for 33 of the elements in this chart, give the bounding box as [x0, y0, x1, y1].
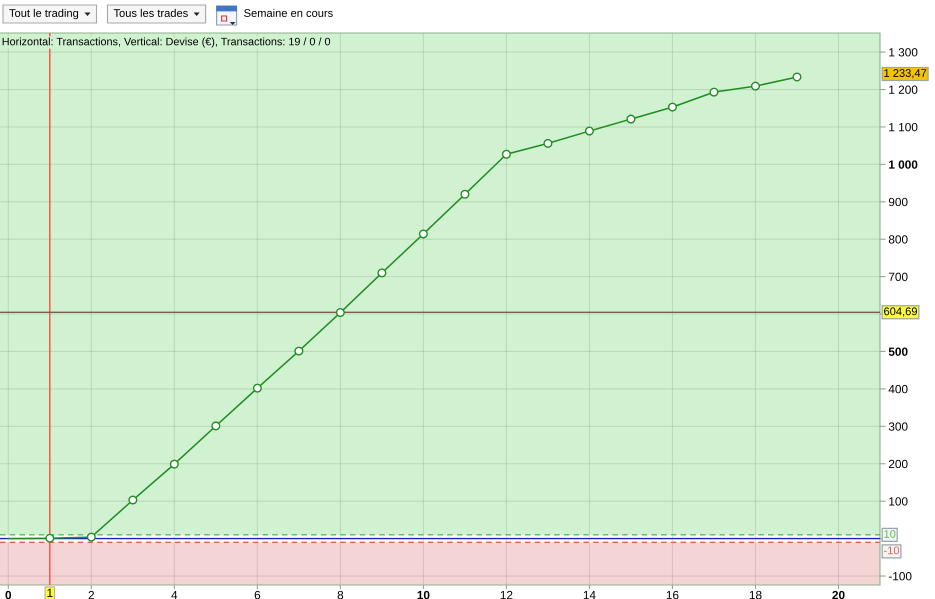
y-tick-label: 900 [888, 198, 908, 206]
y-tick-label: 800 [888, 235, 908, 244]
text: 1 233,47 [884, 69, 926, 78]
ref-line-label: 604,69 [884, 307, 917, 317]
x-tick-label: 0 [5, 590, 12, 599]
x-tick-label: 6 [254, 590, 260, 599]
x-tick-label: 18 [750, 590, 762, 599]
y-tick-label: 200 [888, 460, 908, 468]
x-tick-label: 8 [338, 590, 344, 599]
text: Tous les trades [114, 8, 188, 17]
y-tick-label: 1 300 [889, 48, 918, 56]
x-tick-label: 16 [666, 590, 678, 599]
y-tick-label: 300 [888, 422, 908, 431]
text: Semaine en cours [244, 8, 333, 17]
y-tick-label: 1 200 [889, 86, 918, 94]
chart-title: Horizontal: Transactions, Vertical: Devise (€), Transactions: 19 / 0 / 0 [2, 37, 330, 48]
y-tick-label: 1 100 [889, 122, 918, 132]
y-tick-label: 500 [888, 348, 908, 356]
x-tick-label: 12 [500, 590, 512, 599]
y-tick-label: 100 [889, 497, 908, 506]
x-tick-label: 14 [584, 590, 596, 599]
y-tick-label: 400 [888, 384, 908, 394]
y-tick-label: 1 000 [889, 160, 918, 169]
text: Tout le trading [9, 8, 78, 20]
ref-line-label: 1 [47, 588, 53, 597]
x-tick-label: 4 [171, 590, 178, 599]
ref-line-label: -10 [884, 546, 900, 554]
x-tick-label: 10 [418, 590, 430, 599]
x-tick-label: 2 [88, 590, 94, 599]
ref-line-label: 10 [884, 530, 896, 538]
y-tick-label: 700 [888, 272, 908, 282]
x-tick-label: 20 [832, 590, 845, 599]
y-tick-label: -100 [888, 572, 912, 580]
